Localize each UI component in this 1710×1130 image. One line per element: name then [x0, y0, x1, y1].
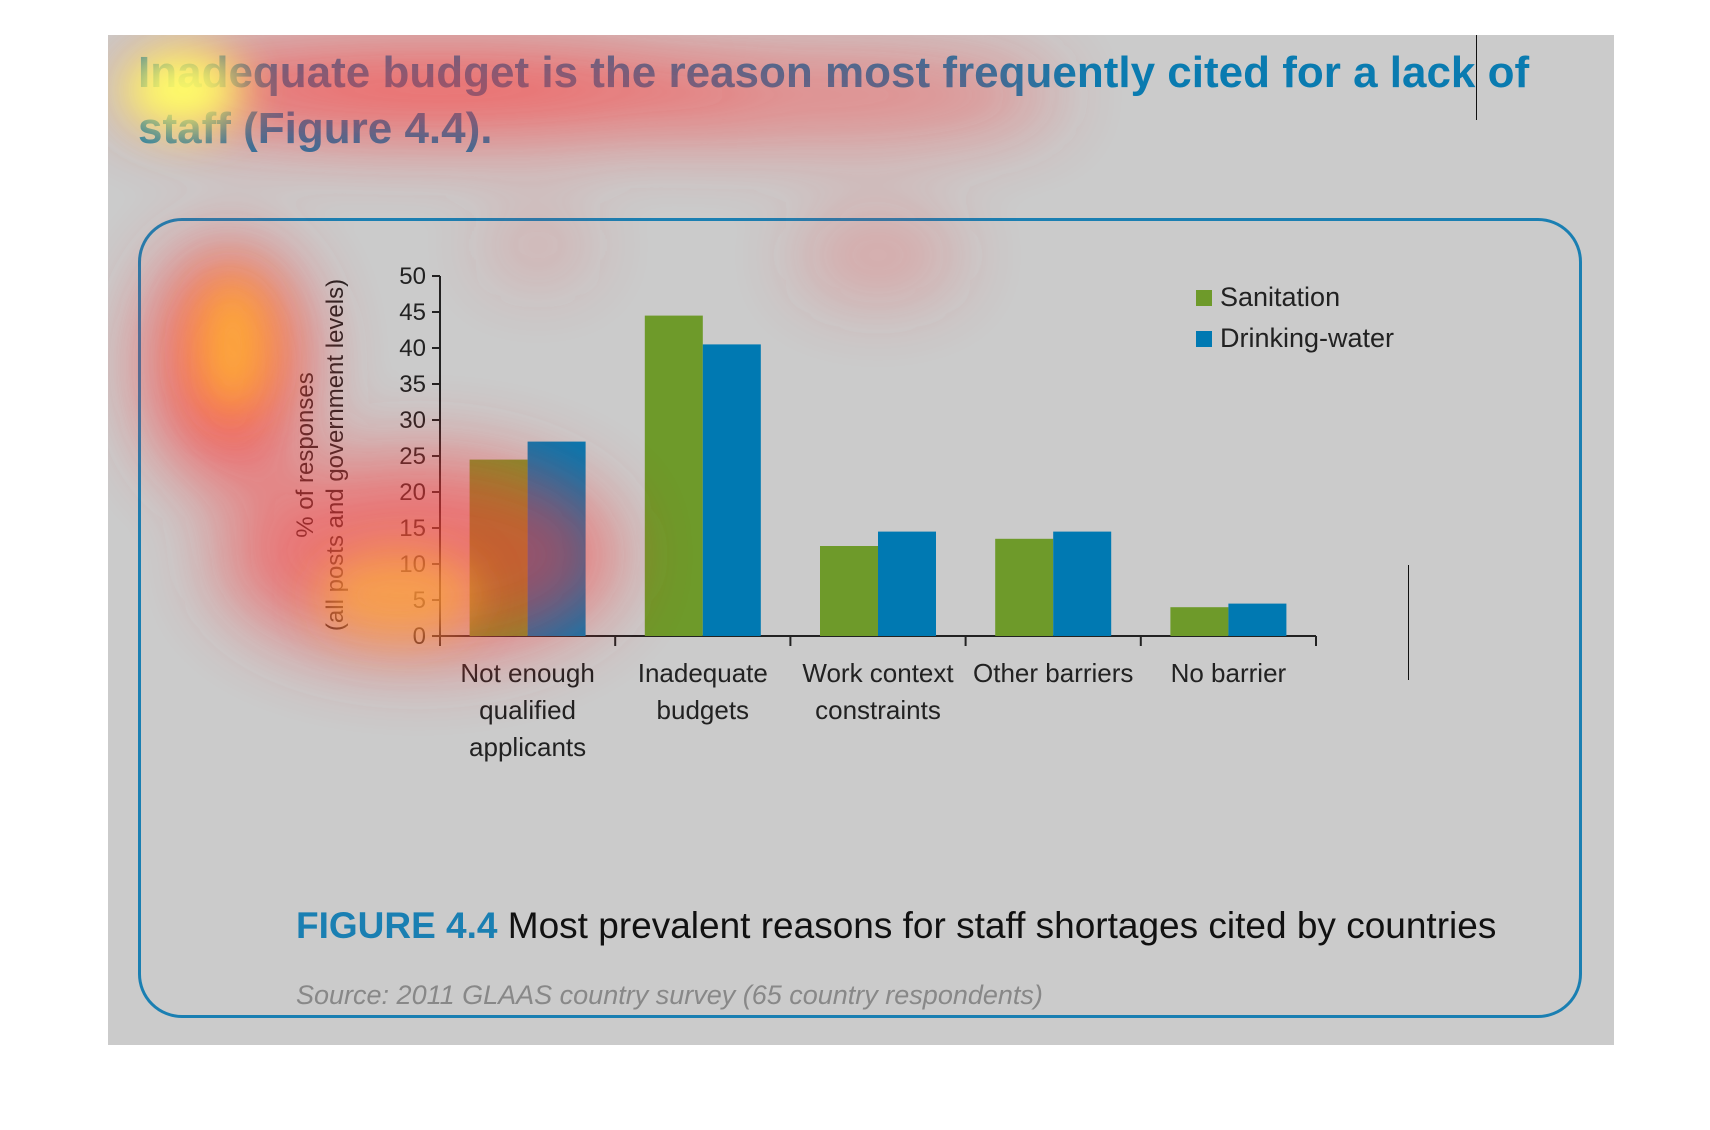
text-cursor-secondary	[1408, 565, 1409, 680]
bar-chart: 0 5 10 15 20 25 30 35 40 45 50 % of responses (all p…	[292, 263, 1394, 762]
bar-sanitation	[995, 538, 1054, 636]
y-tick-label: 10	[399, 551, 426, 578]
y-tick-label: 30	[399, 407, 426, 434]
y-axis-label: % of responses (all posts and government …	[292, 279, 349, 631]
x-tick-label-line: Inadequate	[638, 658, 768, 688]
x-tick-label-line: constraints	[815, 695, 941, 725]
legend-swatch	[1196, 331, 1212, 347]
x-tick-label-line: qualified	[479, 695, 576, 725]
y-tick-label: 50	[399, 263, 426, 290]
x-tick-label-line: budgets	[657, 695, 750, 725]
y-tick-label: 0	[413, 623, 426, 650]
figure-source: Source: 2011 GLAAS country survey (65 co…	[296, 980, 1043, 1010]
bar-sanitation	[469, 459, 528, 636]
x-tick-label-line: Work context	[802, 658, 954, 688]
y-axis-label-line: (all posts and government levels)	[322, 279, 349, 631]
x-tick-label-line: applicants	[469, 732, 586, 762]
y-tick-label: 20	[399, 479, 426, 506]
x-tick-label: Work context constraints	[802, 658, 954, 725]
bar-sanitation	[1170, 607, 1229, 636]
bar-sanitation	[644, 315, 703, 636]
y-tick-label: 45	[399, 299, 426, 326]
figure-caption-label: FIGURE 4.4	[296, 905, 498, 946]
legend-label: Sanitation	[1220, 282, 1340, 312]
y-tick-label: 15	[399, 515, 426, 542]
x-tick-label-line: Other barriers	[973, 658, 1133, 688]
y-axis-label-line: % of responses	[292, 372, 319, 537]
x-tick-label: Not enough qualified applicants	[460, 658, 594, 762]
x-tick-label: Inadequate budgets	[638, 658, 768, 725]
bar-drinking-water	[878, 531, 936, 636]
figure-caption: FIGURE 4.4 Most prevalent reasons for st…	[296, 905, 1496, 947]
y-tick-label: 40	[399, 335, 426, 362]
x-tick-label-line: Not enough	[460, 658, 594, 688]
text-cursor	[1476, 35, 1477, 120]
x-tick-label-line: No barrier	[1171, 658, 1287, 688]
bar-drinking-water	[1053, 531, 1112, 636]
legend-swatch	[1196, 290, 1212, 306]
bar-drinking-water	[1228, 603, 1287, 636]
bar-drinking-water	[527, 441, 586, 636]
x-tick-label: No barrier	[1171, 658, 1287, 688]
figure-panel: Inadequate budget is the reason most fre…	[108, 35, 1614, 1045]
x-tick-label: Other barriers	[973, 658, 1133, 688]
y-tick-label: 5	[413, 587, 426, 614]
bar-drinking-water	[702, 344, 761, 636]
y-tick-label: 35	[399, 371, 426, 398]
bar-sanitation	[820, 546, 878, 636]
figure-caption-text: Most prevalent reasons for staff shortag…	[507, 905, 1497, 946]
legend-label: Drinking-water	[1220, 323, 1394, 353]
y-tick-label: 25	[399, 443, 426, 470]
